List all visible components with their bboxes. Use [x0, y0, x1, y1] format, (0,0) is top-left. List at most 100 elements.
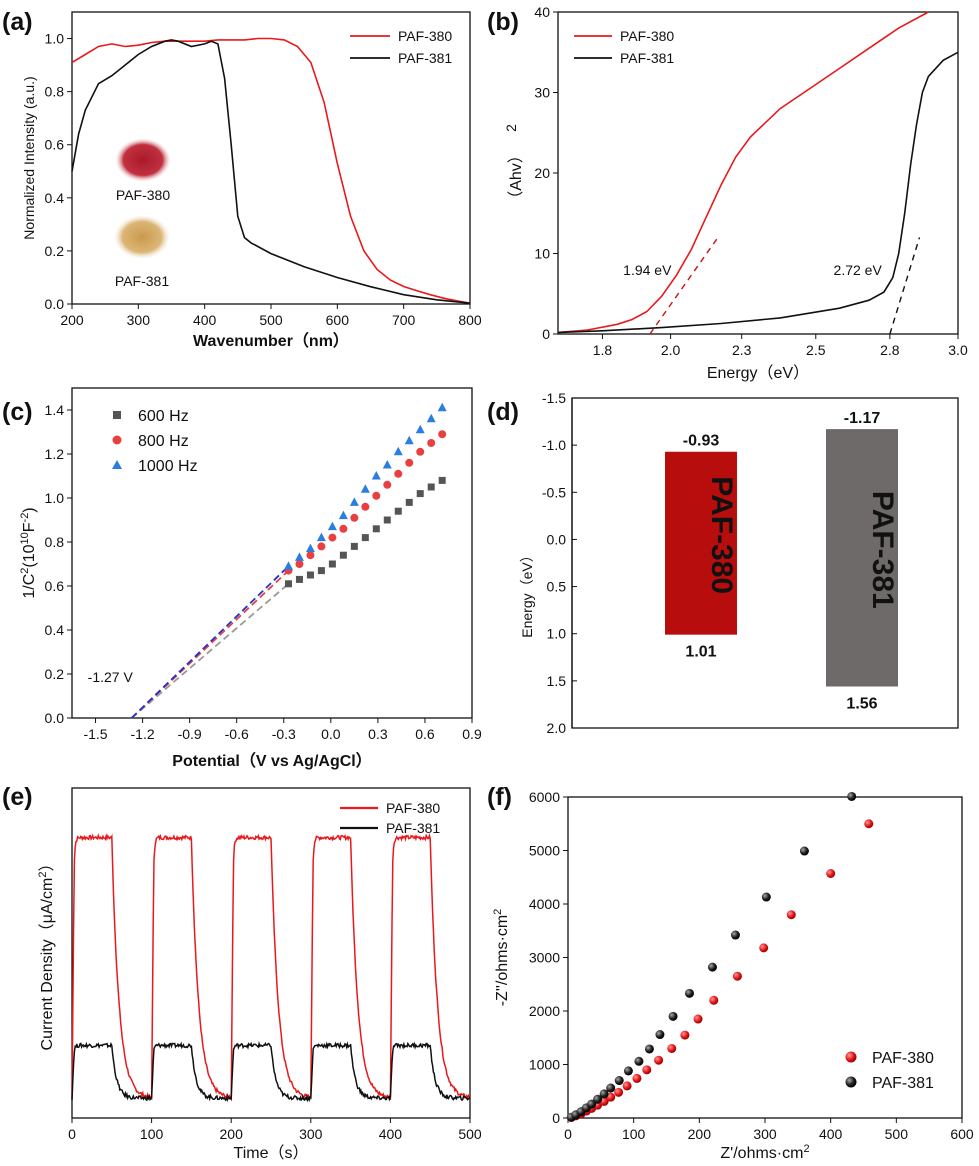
data-point-1-13: [427, 439, 436, 447]
chart-panel-c: -1.5 -1.2 -0.9 -0.6 -0.3 0.0 0.3 0.6 0.9 0.0 0.2 0.…: [19, 387, 482, 770]
bandgap-annotation-1: 2.72 eV: [834, 262, 883, 278]
data-point-0-0: [284, 580, 292, 588]
x-tick-label: 400: [379, 1126, 403, 1142]
x-tick-label: 1.8: [593, 342, 613, 358]
nyquist-point-0-12: [654, 1055, 664, 1065]
data-point-1-10: [394, 469, 403, 478]
panel-label-f: (f): [487, 783, 512, 811]
intercept-annotation: -1.27 V: [88, 669, 134, 685]
y-tick-label: 1.0: [547, 626, 567, 642]
x-axis-label: Wavenumber（nm）: [193, 332, 349, 350]
legend-label-1: PAF-381: [872, 1075, 934, 1092]
x-tick-label: 400: [193, 312, 217, 328]
photocurrent-trace-0: [71, 832, 471, 1102]
cb-label-1: -1.17: [844, 410, 881, 427]
nyquist-point-0-8: [614, 1087, 624, 1097]
x-tick-label: 100: [140, 1126, 164, 1142]
tangent-line-0: [649, 236, 719, 335]
y-tick-label: 1.5: [547, 673, 567, 689]
y-tick-label: 0: [542, 326, 550, 342]
data-point-1-5: [339, 524, 348, 533]
y-tick-label: 0.6: [45, 578, 65, 594]
y-tick-label: 20: [534, 165, 550, 181]
nyquist-point-0-10: [632, 1073, 642, 1083]
x-tick-label: -0.3: [272, 726, 296, 742]
data-point-1-4: [328, 533, 337, 542]
data-point-2-10: [393, 446, 403, 456]
legend-label-0: PAF-380: [386, 800, 440, 816]
series-line-1: [71, 39, 471, 304]
vb-label-0: 1.01: [685, 644, 716, 661]
data-point-2-12: [415, 424, 425, 434]
x-tick-label: 200: [60, 312, 84, 328]
data-point-0-13: [427, 483, 435, 491]
nyquist-point-0-15: [693, 1014, 703, 1024]
series-line-0: [71, 37, 471, 304]
x-tick-label: 100: [622, 1126, 646, 1142]
legend-label-1: 800 Hz: [138, 433, 189, 450]
plot-frame: [557, 11, 959, 335]
nyquist-point-0-13: [667, 1043, 677, 1053]
x-tick-label: 0.3: [368, 726, 388, 742]
y-axis-label: Current Density（μA/cm2）: [37, 856, 56, 1051]
y-tick-label: 0.8: [45, 534, 65, 550]
nyquist-point-0-11: [642, 1065, 652, 1075]
y-tick-label: -1.5: [542, 390, 566, 406]
y-axis-label: Energy（eV）: [519, 548, 535, 637]
legend-label-1: PAF-381: [398, 50, 452, 66]
bar-name-1: PAF-381: [866, 491, 899, 609]
nyquist-point-1-8: [614, 1076, 624, 1086]
x-axis-label: Potential（V vs Ag/AgCl）: [172, 752, 371, 770]
legend-label-2: 1000 Hz: [138, 458, 198, 475]
y-tick-label: 1.2: [45, 446, 65, 462]
y-tick-label: 0.4: [45, 190, 65, 206]
data-point-0-4: [328, 560, 336, 568]
vb-label-1: 1.56: [846, 696, 877, 713]
chart-panel-b: 1.8 2.0 2.3 2.5 2.8 3.0 0 10 20 30 40 Energy（eV） （Ah…: [503, 4, 968, 382]
fit-line-0: [131, 583, 290, 719]
y-tick-label: 40: [534, 4, 550, 20]
nyquist-point-1-15: [707, 962, 717, 972]
y-axis-label: Normalized Intensity (a.u.): [21, 76, 37, 239]
x-tick-label: 600: [326, 312, 350, 328]
legend-label-0: PAF-380: [872, 1050, 934, 1067]
data-point-1-14: [438, 430, 447, 439]
y-axis-label-part-2: ）: [38, 856, 56, 872]
y-axis-label-part-2: (10: [21, 544, 38, 567]
legend-marker-1: [112, 435, 122, 445]
nyquist-point-1-17: [761, 892, 771, 902]
y-axis-label: 1/C2(1010F-2): [19, 507, 38, 598]
y-tick-label: 0.2: [45, 243, 65, 259]
paf381-powder-image: [114, 215, 170, 259]
legend-label-1: PAF-381: [620, 50, 674, 66]
nyquist-point-0-21: [864, 819, 874, 829]
data-point-1-6: [350, 513, 359, 522]
data-point-0-2: [306, 571, 314, 579]
x-tick-label: 500: [885, 1126, 909, 1142]
x-tick-label: 2.8: [880, 342, 900, 358]
panel-label-b: (b): [487, 8, 519, 36]
y-axis-label-part-0: -Z''/ohms·cm: [494, 915, 511, 1006]
data-point-0-3: [317, 567, 325, 575]
x-tick-label: 3.0: [948, 342, 968, 358]
data-point-0-6: [350, 542, 358, 550]
data-point-1-2: [306, 551, 315, 560]
x-tick-label: 200: [220, 1126, 244, 1142]
x-tick-label: 300: [127, 312, 151, 328]
y-tick-label: 1.0: [45, 490, 65, 506]
x-axis-label: Energy（eV）: [707, 364, 809, 382]
nyquist-point-1-10: [634, 1056, 644, 1066]
y-axis-label-superscript: 2: [503, 124, 519, 132]
panel-label-a: (a): [2, 8, 33, 36]
x-tick-label: 200: [688, 1126, 712, 1142]
data-point-2-7: [360, 484, 370, 493]
nyquist-point-1-16: [730, 930, 740, 940]
plot-frame: [571, 397, 959, 729]
data-point-2-3: [316, 532, 326, 542]
data-point-0-5: [339, 551, 347, 559]
x-tick-label: -1.2: [131, 726, 155, 742]
y-tick-label: 5000: [529, 843, 560, 859]
data-point-0-11: [405, 498, 413, 506]
x-tick-label: 0.9: [462, 726, 482, 742]
data-point-1-8: [372, 491, 381, 500]
